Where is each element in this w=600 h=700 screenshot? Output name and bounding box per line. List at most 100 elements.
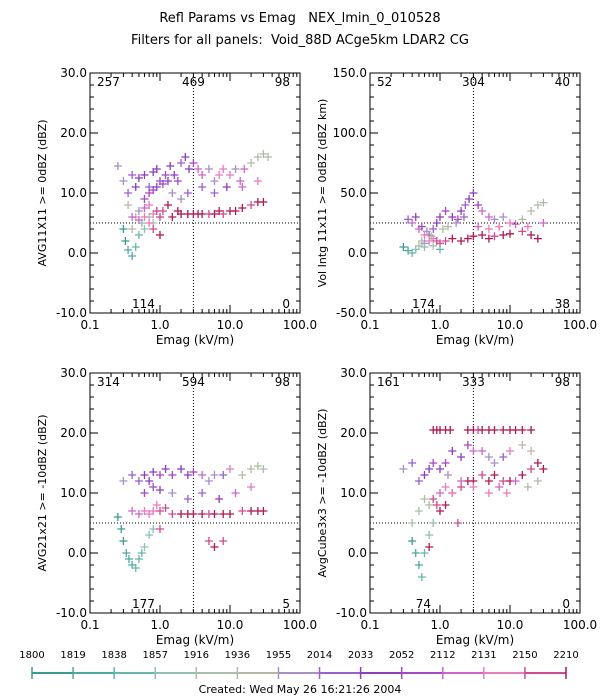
data-point <box>119 477 128 485</box>
data-point <box>399 465 408 473</box>
data-point <box>264 153 273 161</box>
data-point <box>448 234 457 243</box>
y-tick-label: 30.0 <box>340 366 367 380</box>
data-point <box>425 237 434 245</box>
data-point <box>478 471 487 479</box>
x-tick-label: 10.0 <box>497 618 524 632</box>
data-point <box>533 234 542 243</box>
data-point <box>198 210 207 218</box>
data-point <box>408 219 417 227</box>
data-point <box>499 213 508 221</box>
data-point <box>177 195 186 203</box>
data-point <box>226 510 234 518</box>
data-point <box>452 219 461 227</box>
data-point <box>124 246 133 254</box>
data-point <box>495 222 504 231</box>
colorbar-label: 2014 <box>307 650 332 661</box>
data-point <box>119 177 128 185</box>
data-point <box>539 198 548 207</box>
x-axis-label: Emag (kV/m) <box>436 633 514 647</box>
data-point <box>134 207 143 215</box>
data-point <box>404 215 413 224</box>
data-point <box>436 489 444 497</box>
quadrant-count-bottom-mid: 114 <box>132 297 155 311</box>
data-point <box>145 510 154 518</box>
data-point <box>124 555 133 563</box>
data-point <box>408 249 417 257</box>
quadrant-count-top-left: 314 <box>97 375 120 389</box>
data-point <box>259 198 268 206</box>
data-point <box>425 531 434 539</box>
x-tick-label: 100.0 <box>283 618 317 632</box>
data-point <box>436 245 444 254</box>
y-tick-label: 0.0 <box>348 546 367 560</box>
data-point <box>152 501 161 509</box>
data-point <box>183 189 192 197</box>
data-point <box>145 219 154 227</box>
data-point <box>219 471 228 479</box>
y-tick-label: 50.0 <box>340 186 367 200</box>
data-point <box>222 183 231 191</box>
data-point <box>429 495 438 503</box>
data-point <box>484 213 493 221</box>
data-point <box>247 507 256 515</box>
data-point <box>414 477 423 485</box>
quadrant-count-bottom-mid: 177 <box>132 597 155 611</box>
quadrant-count-top-right: 98 <box>275 75 290 89</box>
data-point <box>140 543 149 551</box>
data-point <box>420 549 429 557</box>
data-point <box>156 507 164 515</box>
data-point <box>134 216 143 224</box>
data-point <box>436 213 444 221</box>
data-point <box>420 495 429 503</box>
data-point <box>511 426 520 434</box>
plot-frame <box>89 72 301 314</box>
data-point <box>247 159 256 167</box>
data-point <box>425 465 434 473</box>
data-point <box>140 489 149 497</box>
created-timestamp: Created: Wed May 26 16:21:26 2004 <box>199 683 402 696</box>
data-point <box>414 241 423 250</box>
data-point <box>474 222 483 231</box>
data-point <box>219 510 228 518</box>
quadrant-count-top-mid: 333 <box>462 375 485 389</box>
x-tick-label: 1.0 <box>150 618 169 632</box>
data-point <box>457 237 466 245</box>
colorbar-label: 1819 <box>60 650 85 661</box>
data-point <box>131 243 140 251</box>
colorbar-label: 1936 <box>225 650 250 661</box>
data-point <box>131 183 140 191</box>
data-point <box>119 537 128 545</box>
data-point <box>441 483 450 491</box>
data-point <box>469 447 478 455</box>
data-point <box>427 232 436 241</box>
colorbar-label: 2131 <box>471 650 496 661</box>
data-point <box>149 525 158 533</box>
data-point <box>484 477 493 485</box>
data-point <box>399 243 408 251</box>
data-point <box>414 561 423 569</box>
data-point <box>408 459 417 467</box>
data-point <box>490 232 499 241</box>
data-point <box>166 162 175 170</box>
data-point <box>253 462 262 470</box>
data-point <box>134 477 143 485</box>
y-axis-label: AVG21x21 >= -10dBZ (dBZ) <box>36 415 49 572</box>
data-point <box>198 171 207 179</box>
data-point <box>134 510 143 518</box>
data-point <box>131 564 140 572</box>
colorbar-label: 1857 <box>143 650 168 661</box>
data-point <box>128 252 137 260</box>
colorbar-label: 2033 <box>348 650 373 661</box>
panel-2: 0.1 1.0 10.0 100.0 -50.0 0.0 50.0 100.0 150.0 Ema… <box>316 66 597 347</box>
data-point <box>198 489 207 497</box>
x-tick-label: 10.0 <box>217 318 244 332</box>
data-point <box>156 213 164 221</box>
x-axis-label: Emag (kV/m) <box>156 333 234 347</box>
quadrant-count-top-mid: 594 <box>182 375 205 389</box>
x-tick-label: 100.0 <box>563 618 597 632</box>
data-point <box>527 231 536 239</box>
data-point <box>463 441 472 449</box>
data-point <box>499 453 508 461</box>
